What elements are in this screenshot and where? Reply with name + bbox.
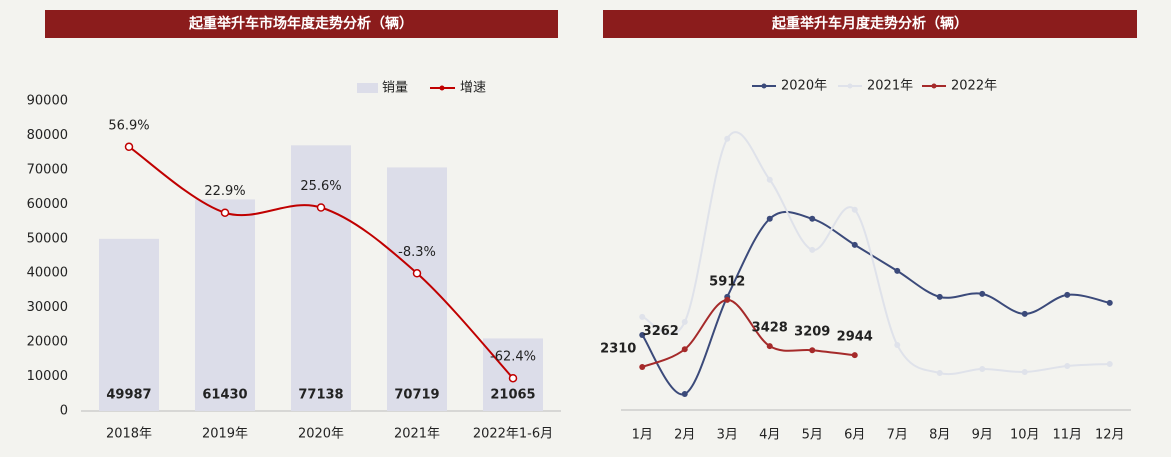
x-tick-label: 2月 <box>674 428 695 443</box>
series-point <box>639 363 646 370</box>
legend-label: 2022年 <box>951 79 997 94</box>
series-point <box>936 293 943 300</box>
chart-title: 起重举升车月度走势分析（辆） <box>771 15 968 32</box>
chart-title: 起重举升车市场年度走势分析（辆） <box>188 15 413 32</box>
bar-label: 21065 <box>490 388 535 403</box>
series-point <box>894 341 901 348</box>
growth-label: 22.9% <box>204 184 245 199</box>
y-tick-label: 60000 <box>27 197 68 212</box>
series-point <box>809 246 816 253</box>
series-point <box>851 206 858 213</box>
y-tick-label: 40000 <box>27 266 68 281</box>
series-point <box>681 390 688 397</box>
x-tick-label: 8月 <box>929 428 950 443</box>
series-point <box>979 365 986 372</box>
legend-marker <box>439 85 445 91</box>
point-label: 3428 <box>752 321 788 336</box>
y-tick-label: 50000 <box>27 231 68 246</box>
bar <box>195 199 255 411</box>
series-line <box>641 210 1110 396</box>
series-point <box>809 215 816 222</box>
x-tick-label: 2022年1-6月 <box>473 427 553 442</box>
x-tick-label: 2021年 <box>394 427 440 442</box>
growth-label: 56.9% <box>108 118 149 133</box>
series-point <box>1106 360 1113 367</box>
bar-label: 49987 <box>106 388 151 403</box>
series-point <box>681 318 688 325</box>
growth-point <box>508 373 518 383</box>
header-bar <box>603 10 1137 38</box>
series-point <box>936 369 943 376</box>
legend-marker <box>931 83 937 89</box>
x-tick-label: 2019年 <box>202 427 248 442</box>
bar-label: 70719 <box>394 388 439 403</box>
point-label: 3209 <box>794 325 830 340</box>
header-bar <box>45 10 558 38</box>
series-point <box>1021 368 1028 375</box>
bar-label: 61430 <box>202 388 247 403</box>
x-tick-label: 1月 <box>632 428 653 443</box>
series-point <box>766 343 773 350</box>
bar-label: 77138 <box>298 388 343 403</box>
y-tick-label: 90000 <box>27 94 68 109</box>
y-tick-label: 0 <box>60 404 68 419</box>
legend-label: 销量 <box>382 81 408 96</box>
series-point <box>894 267 901 274</box>
x-tick-label: 6月 <box>844 428 865 443</box>
series-point <box>639 313 646 320</box>
x-tick-label: 10月 <box>1010 428 1040 443</box>
series-point <box>639 331 646 338</box>
series-point <box>724 135 731 142</box>
point-label: 2310 <box>600 341 636 356</box>
growth-point <box>220 208 230 217</box>
point-label: 5912 <box>709 274 745 289</box>
growth-label: 25.6% <box>300 179 341 194</box>
series-point <box>851 352 858 359</box>
x-tick-label: 5月 <box>802 428 823 443</box>
series-point <box>979 290 986 297</box>
series-point <box>1021 310 1028 317</box>
x-tick-label: 9月 <box>972 428 993 443</box>
bar <box>291 145 351 412</box>
legend-label: 2021年 <box>867 79 913 94</box>
growth-point <box>124 142 134 152</box>
legend-swatch <box>357 83 378 93</box>
bar <box>99 238 159 411</box>
x-tick-label: 3月 <box>717 428 738 443</box>
x-tick-label: 2018年 <box>106 427 152 442</box>
point-label: 3262 <box>643 324 679 339</box>
x-tick-label: 4月 <box>759 428 780 443</box>
y-tick-label: 20000 <box>27 335 68 350</box>
y-tick-label: 10000 <box>27 369 68 384</box>
y-tick-label: 80000 <box>27 128 68 143</box>
legend-label: 增速 <box>460 81 486 96</box>
series-point <box>1064 291 1071 298</box>
legend-marker <box>847 83 853 89</box>
series-point <box>1106 299 1113 306</box>
y-tick-label: 70000 <box>27 162 68 177</box>
growth-point <box>412 269 422 278</box>
series-point <box>724 296 731 303</box>
x-tick-label: 7月 <box>887 428 908 443</box>
series-point <box>851 241 858 248</box>
growth-label: -62.4% <box>490 350 536 365</box>
bar <box>387 167 447 411</box>
x-tick-label: 11月 <box>1052 428 1082 443</box>
legend-marker <box>761 83 767 89</box>
growth-label: -8.3% <box>398 245 436 260</box>
series-point <box>1064 362 1071 369</box>
legend-label: 2020年 <box>781 79 827 94</box>
series-point <box>766 215 773 222</box>
x-tick-label: 2020年 <box>298 427 344 442</box>
point-label: 2944 <box>837 330 873 345</box>
series-point <box>809 347 816 354</box>
growth-point <box>316 203 326 212</box>
x-tick-label: 12月 <box>1095 428 1125 443</box>
series-point <box>766 176 773 183</box>
y-tick-label: 30000 <box>27 300 68 315</box>
series-point <box>681 346 688 353</box>
